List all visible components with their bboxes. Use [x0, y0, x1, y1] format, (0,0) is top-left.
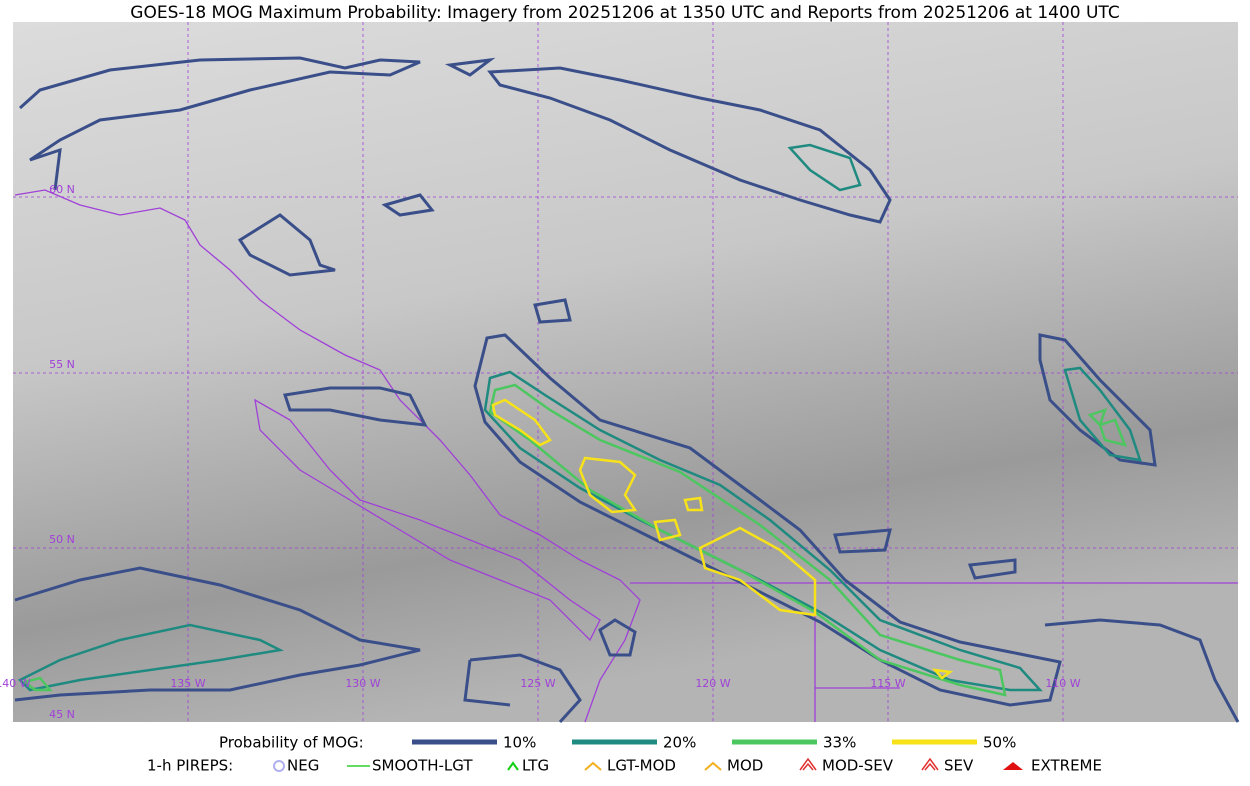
legend-label: 33%: [823, 734, 856, 752]
lat-label: 45 N: [49, 708, 75, 721]
pirep-icon: [799, 757, 817, 771]
lat-label: 50 N: [49, 533, 75, 546]
pirep-label: LTG: [522, 757, 549, 775]
pirep-icon: [921, 757, 939, 771]
pirep-icon: [507, 761, 519, 771]
lon-label: 130 W: [345, 677, 380, 690]
legend-label: 50%: [983, 734, 1016, 752]
probability-contours: [14, 56, 1240, 724]
pirep-icon: [273, 760, 285, 772]
legend-title: Probability of MOG:: [219, 734, 364, 752]
lon-label: 120 W: [695, 677, 730, 690]
legend: Probability of MOG: 10% 20% 33% 50% 1-h PIREP…: [147, 734, 1102, 775]
lon-label: 140 W: [0, 677, 31, 690]
pirep-label: LGT-MOD: [607, 757, 676, 775]
lon-label: 125 W: [520, 677, 555, 690]
pirep-icon: [704, 761, 722, 771]
pirep-label: MOD-SEV: [822, 757, 894, 775]
lat-label: 60 N: [49, 183, 75, 196]
pireps-title: 1-h PIREPS:: [147, 757, 233, 775]
pirep-icon: [584, 761, 602, 771]
pirep-label: MOD: [727, 757, 763, 775]
pirep-label: SMOOTH-LGT: [372, 757, 473, 775]
title: GOES-18 MOG Maximum Probability: Imagery…: [130, 3, 1119, 23]
pirep-label: NEG: [287, 757, 319, 775]
legend-label: 20%: [663, 734, 696, 752]
legend-label: 10%: [503, 734, 536, 752]
pirep-label: EXTREME: [1031, 757, 1102, 775]
coastline: [14, 189, 1238, 723]
pirep-label: SEV: [944, 757, 974, 775]
longitude-labels: 140 W 135 W 130 W 125 W 120 W 115 W 110 W: [0, 677, 1081, 690]
lon-label: 115 W: [870, 677, 905, 690]
latitude-labels: 60 N 55 N 50 N 45 N: [49, 183, 75, 721]
pirep-icon: [1003, 762, 1023, 770]
satellite-imagery: [13, 22, 1238, 722]
grid: [13, 22, 1238, 722]
lon-label: 110 W: [1045, 677, 1080, 690]
lon-label: 135 W: [170, 677, 205, 690]
lat-label: 55 N: [49, 358, 75, 371]
